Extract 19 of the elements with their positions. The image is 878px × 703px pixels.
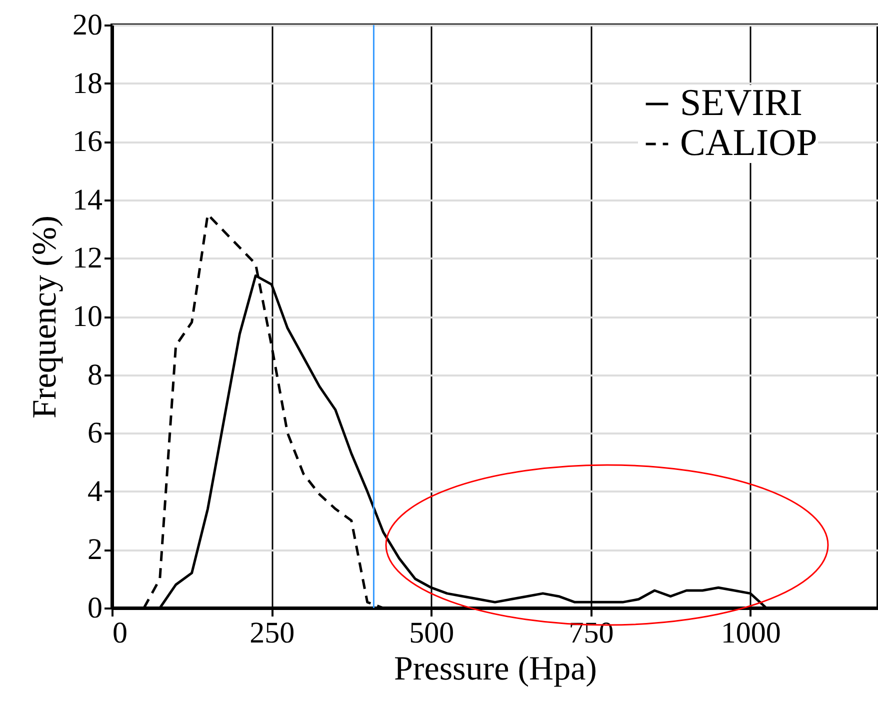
y-tick-label: 20: [72, 8, 102, 42]
y-tick-label: 10: [72, 300, 102, 333]
y-tick-label: 18: [72, 66, 102, 100]
x-tick-label: 500: [409, 616, 454, 650]
y-tick-label: 4: [88, 474, 102, 508]
y-axis-title: Frequency (%): [26, 216, 64, 418]
y-tick-label: 6: [88, 416, 102, 450]
y-tick-label: 12: [72, 242, 102, 275]
y-tick-label: 2: [88, 533, 102, 566]
x-axis-title: Pressure (Hpa): [394, 650, 597, 688]
y-tick-label: 8: [88, 358, 102, 392]
x-tick-label: 1000: [720, 616, 781, 650]
x-tick-label: 250: [250, 616, 295, 650]
x-tick-label: 0: [112, 616, 128, 650]
legend-label: SEVIRI: [680, 82, 802, 124]
y-tick-label: 16: [72, 125, 102, 158]
legend-label: CALIOP: [680, 122, 818, 164]
y-tick-label: 14: [72, 183, 102, 216]
y-tick-label: 0: [88, 592, 102, 624]
